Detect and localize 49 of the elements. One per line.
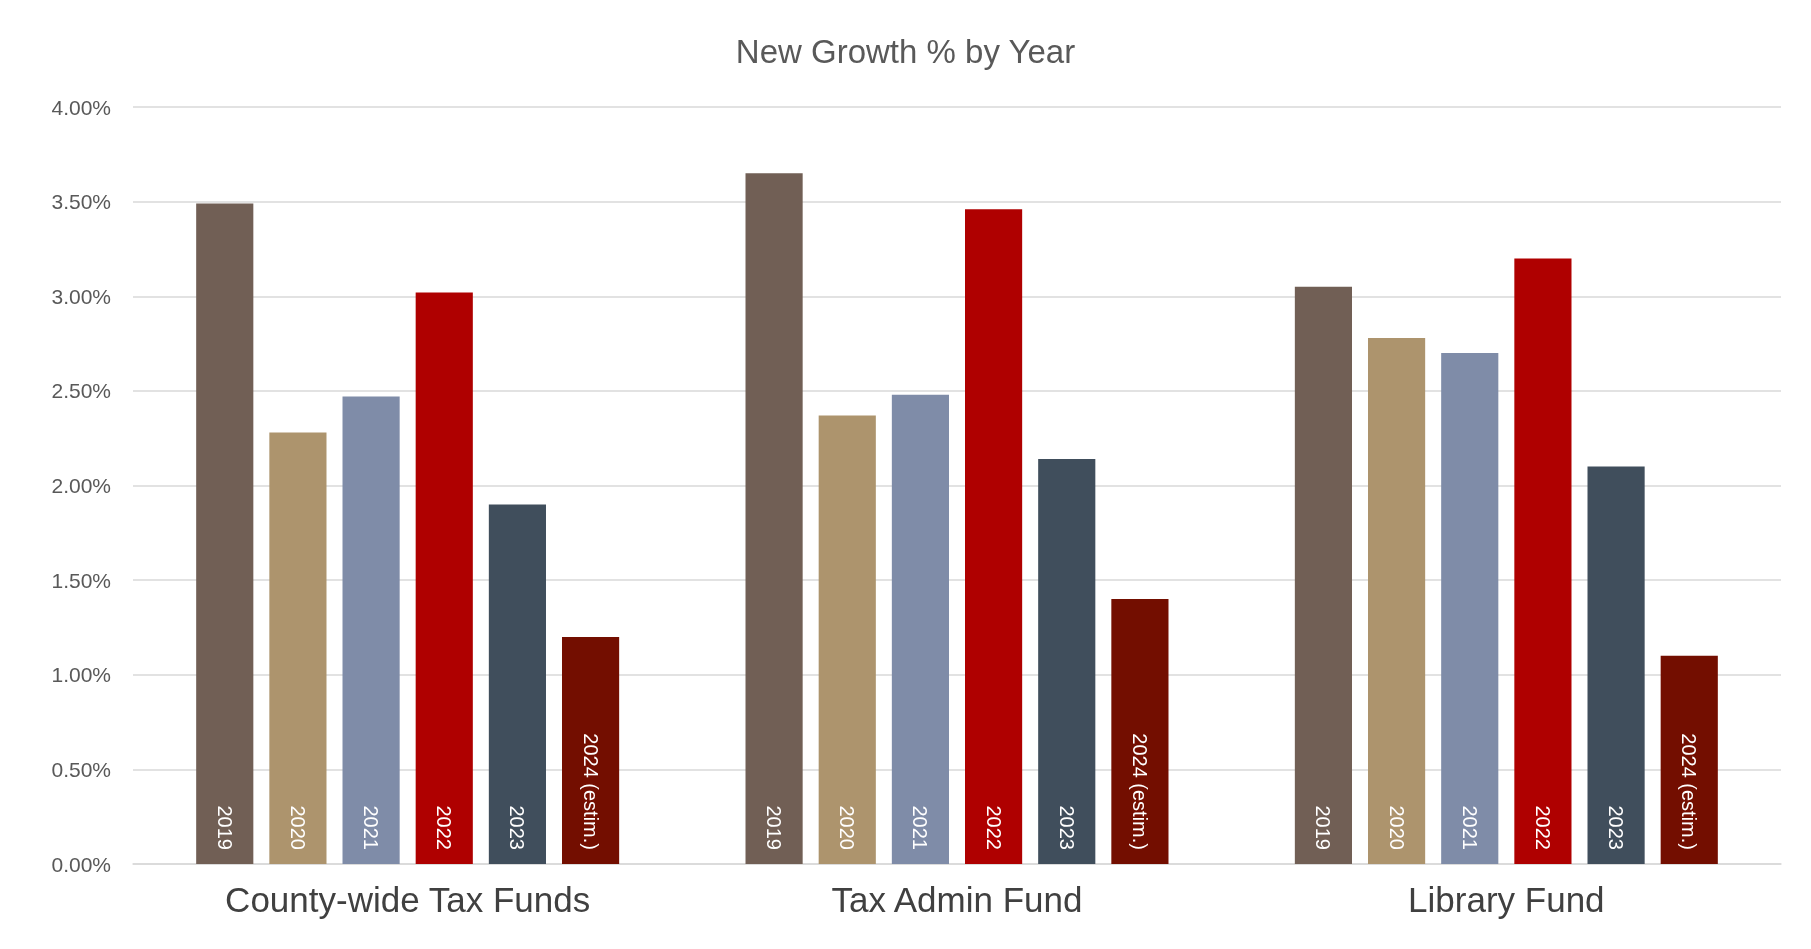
bar: [562, 636, 620, 864]
y-tick-label: 1.50%: [51, 568, 111, 592]
bar: [196, 203, 254, 864]
bar: [965, 209, 1023, 864]
text: 2024 (estim.): [1128, 733, 1151, 850]
x-tick-label: Tax Admin Fund: [831, 880, 1083, 919]
series-label: 2021: [360, 805, 383, 850]
series-label: 2020: [286, 805, 309, 850]
x-tick-label: Library Fund: [1408, 880, 1605, 919]
y-tick-label: 4.00%: [51, 95, 111, 119]
text: 2022: [1531, 805, 1554, 850]
text: 2019: [1312, 805, 1335, 850]
y-tick-label: 1.00%: [51, 663, 111, 687]
bar: [745, 173, 803, 864]
y-tick-label: 3.50%: [51, 190, 111, 214]
bar: [818, 415, 876, 864]
y-tick-label: 2.50%: [51, 379, 111, 403]
text: 2023: [1055, 805, 1078, 850]
y-tick-label: 0.50%: [51, 757, 111, 781]
bar: [891, 394, 949, 864]
text: 2019: [763, 805, 786, 850]
bar: [1111, 599, 1169, 864]
y-tick-label: 0.00%: [51, 852, 111, 876]
text: 2023: [1605, 805, 1628, 850]
bar: [1587, 466, 1645, 864]
bar: [1514, 258, 1572, 864]
y-tick-label: 3.00%: [51, 284, 111, 308]
bar: [1368, 337, 1426, 864]
bar: [1660, 655, 1718, 864]
series-label: 2024 (estim.): [579, 733, 602, 850]
series-label: 2019: [213, 805, 236, 850]
x-tick-label: County-wide Tax Funds: [225, 880, 591, 919]
text: 2020: [1385, 805, 1408, 850]
bar: [342, 396, 400, 864]
text: 2022: [982, 805, 1005, 850]
text: 2021: [1458, 805, 1481, 850]
bar: [1441, 353, 1499, 864]
series-label: 2022: [433, 805, 456, 850]
chart-title: New Growth % by Year: [735, 33, 1076, 70]
series-label: 2023: [506, 805, 529, 850]
bar: [1294, 286, 1352, 864]
bar: [488, 504, 546, 864]
text: 2024 (estim.): [1678, 733, 1701, 850]
bar: [269, 432, 327, 864]
text: 2020: [836, 805, 859, 850]
bar: [1038, 459, 1096, 864]
y-tick-label: 2.00%: [51, 474, 111, 497]
bar: [415, 292, 473, 864]
text: 2021: [909, 805, 932, 850]
